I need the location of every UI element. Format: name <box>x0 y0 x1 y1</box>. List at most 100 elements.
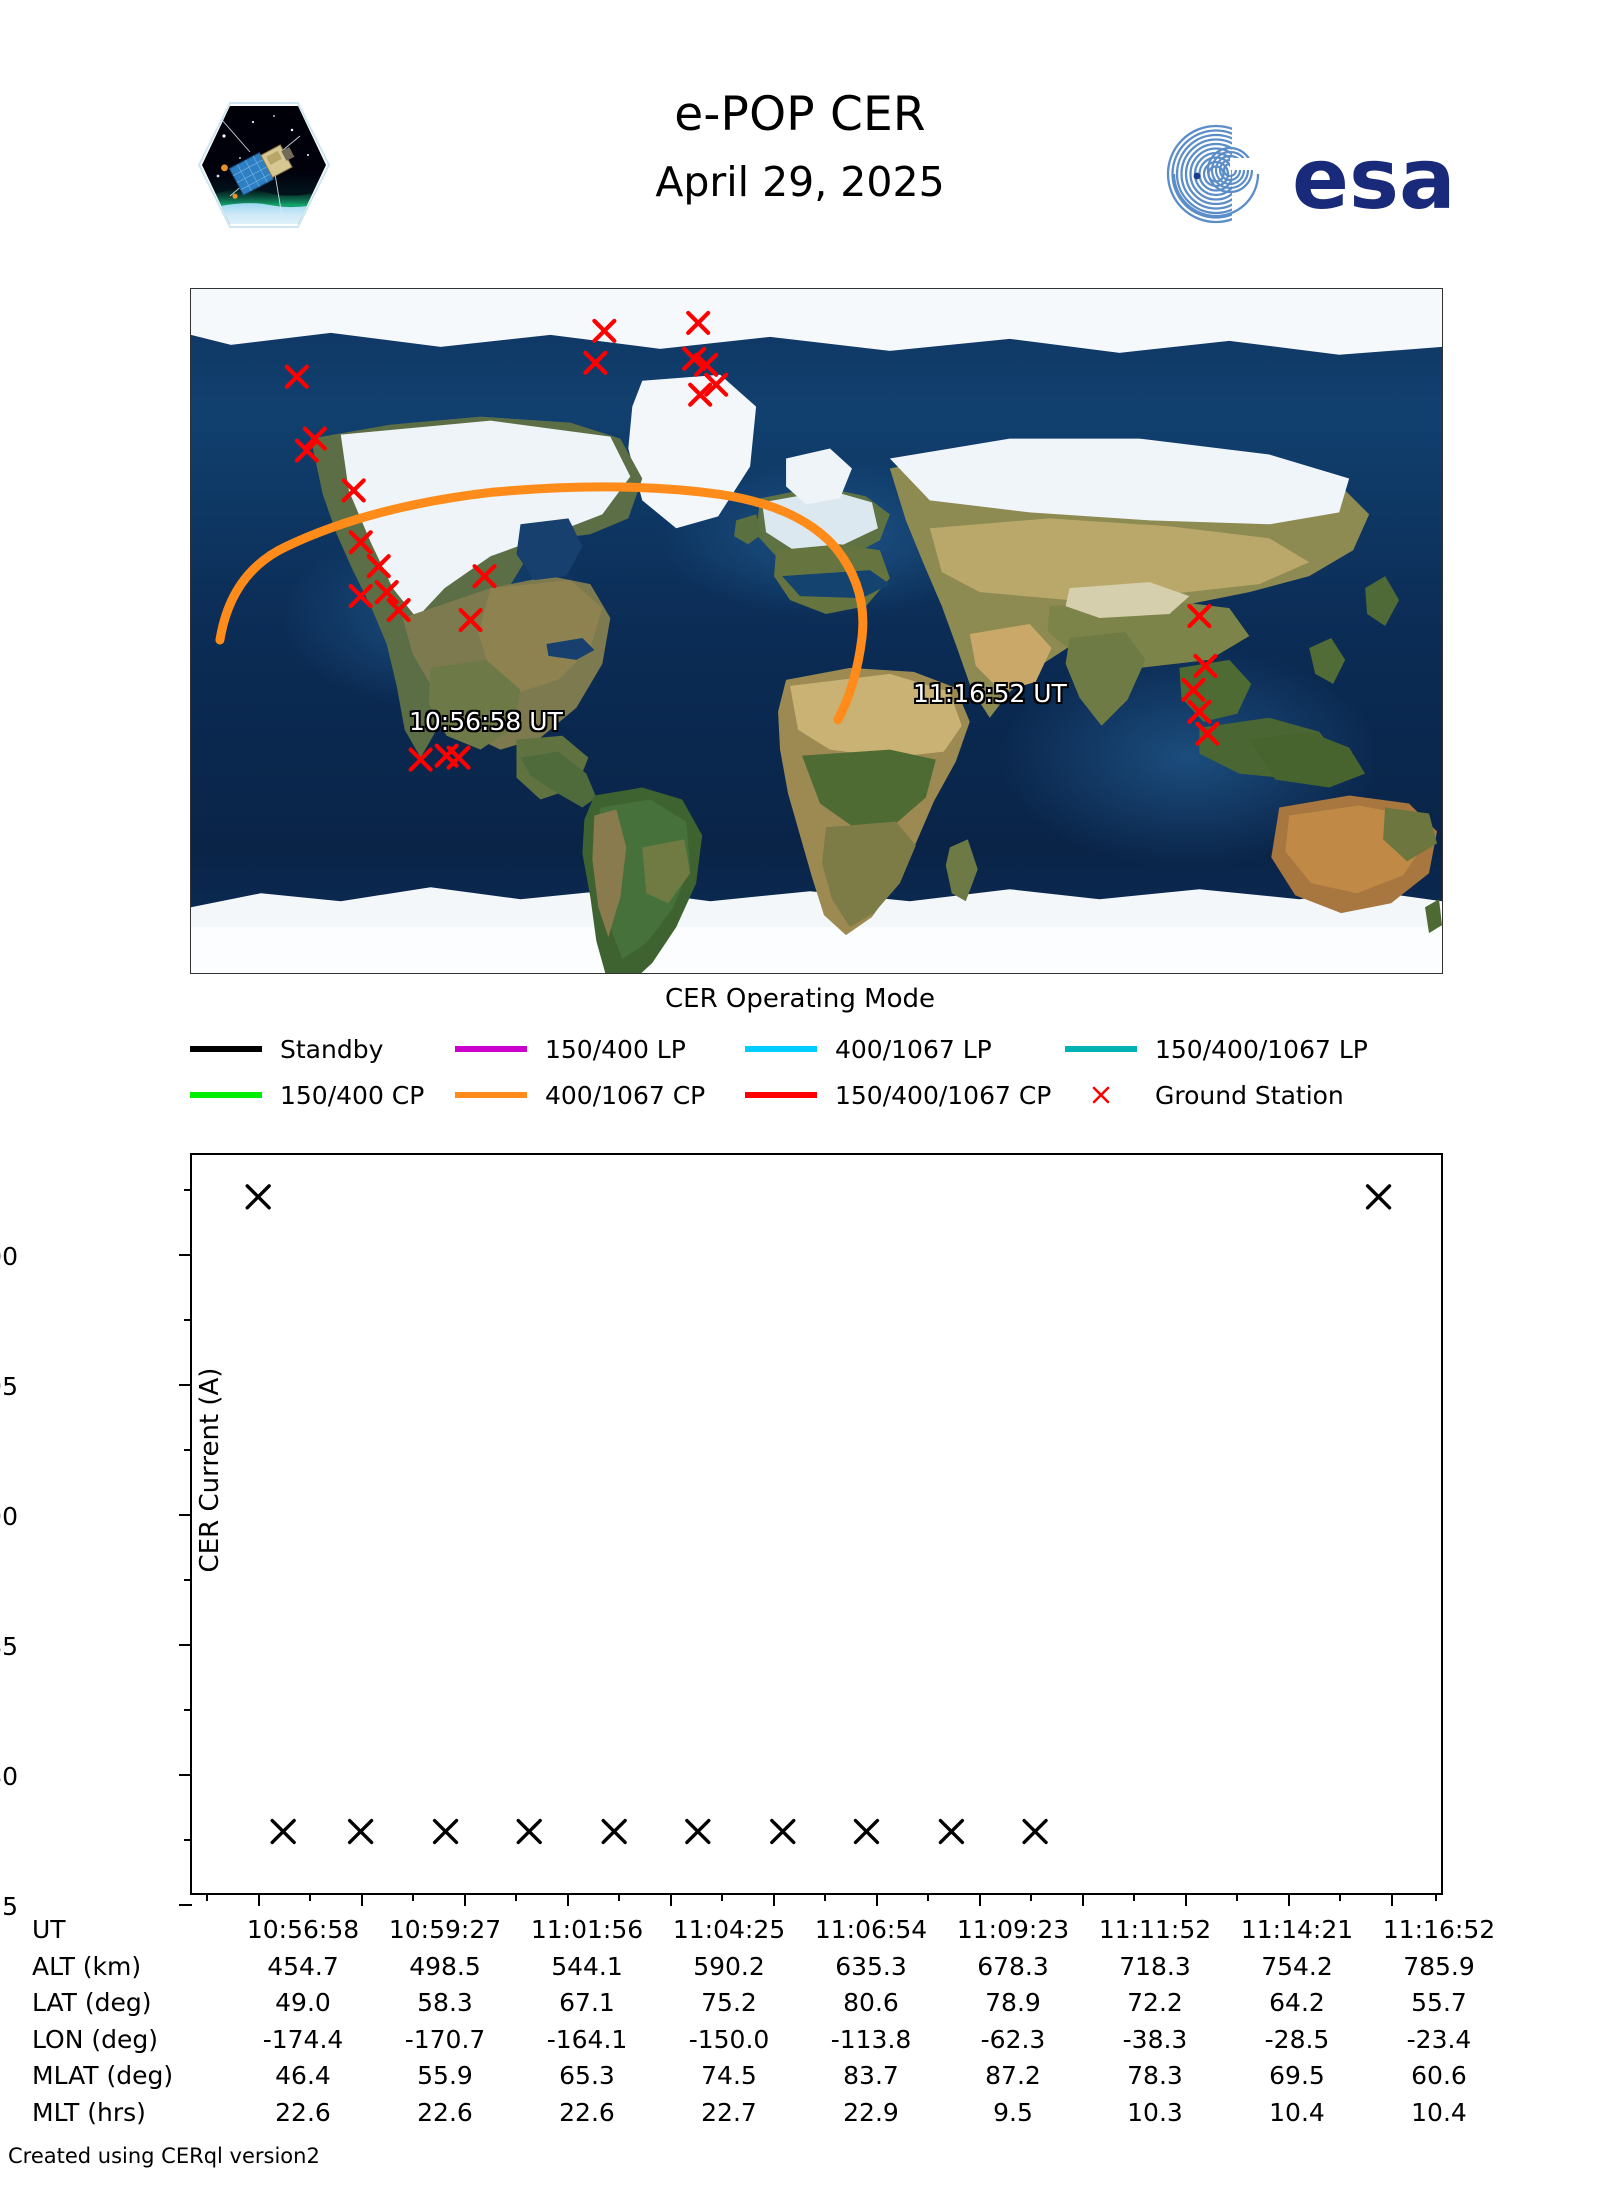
x-tick-major <box>1185 1893 1187 1906</box>
table-cell: 11:04:25 <box>672 1915 786 1944</box>
legend-swatch-400-1067-cp <box>455 1092 527 1098</box>
data-point-marker <box>1022 1818 1048 1845</box>
table-row: ALT (km) 454.7 498.5 544.1 590.2 635.3 678.3 71… <box>30 1949 1510 1986</box>
y-tick-major <box>179 1254 192 1256</box>
table-row-label: MLAT (deg) <box>32 2061 174 2090</box>
operating-mode-legend: Standby 150/400 LP 400/1067 LP 150/400/1… <box>190 1026 1450 1118</box>
x-tick-minor <box>206 1893 208 1901</box>
table-cell: 67.1 <box>559 1988 615 2017</box>
table-cell: 46.4 <box>275 2061 331 2090</box>
x-tick-major <box>979 1893 981 1906</box>
table-cell: 10:56:58 <box>246 1915 360 1944</box>
x-tick-major <box>1288 1893 1290 1906</box>
table-cell: -170.7 <box>404 2024 486 2054</box>
esa-wordmark: esa <box>1292 130 1456 228</box>
table-cell: -23.4 <box>1406 2024 1472 2054</box>
legend-item-150-400-1067-cp: 150/400/1067 CP <box>745 1072 1065 1118</box>
y-tick-label-0480: 0.480 <box>0 1762 18 1791</box>
esa-logo: esa <box>1160 118 1470 230</box>
legend-item-150-400-cp: 150/400 CP <box>190 1072 455 1118</box>
table-cell: 64.2 <box>1269 1988 1325 2017</box>
title-block: e-POP CER April 29, 2025 <box>420 90 1180 204</box>
page-header: e-POP CER April 29, 2025 <box>0 0 1600 275</box>
x-tick-minor <box>1339 1893 1341 1901</box>
table-cell: -113.8 <box>830 2024 912 2054</box>
table-cell: 10.4 <box>1411 2097 1467 2127</box>
x-tick-minor <box>515 1893 517 1901</box>
data-point-marker <box>432 1818 459 1845</box>
table-cell: 87.2 <box>985 2061 1041 2090</box>
x-tick-minor <box>1133 1893 1135 1901</box>
legend-swatch-150-400-1067-lp <box>1065 1046 1137 1052</box>
table-row-label: MLT (hrs) <box>32 2097 146 2127</box>
legend-row-2: 150/400 CP 400/1067 CP 150/400/1067 CP G… <box>190 1072 1450 1118</box>
plot-data-markers <box>245 1184 1392 1845</box>
y-tick-minor <box>184 1319 192 1321</box>
legend-swatch-150-400-cp <box>190 1092 262 1098</box>
x-tick-minor <box>1030 1893 1032 1901</box>
x-tick-major <box>567 1893 569 1906</box>
x-tick-minor <box>618 1893 620 1901</box>
table-cell: 80.6 <box>843 1988 899 2017</box>
table-cell: 11:11:52 <box>1098 1915 1212 1944</box>
table-cell: -174.4 <box>262 2024 344 2054</box>
cassiope-mission-logo <box>196 100 332 230</box>
table-cell: 22.6 <box>417 2097 473 2127</box>
table-cell: 498.5 <box>409 1951 481 1981</box>
table-cell: -38.3 <box>1122 2024 1188 2054</box>
table-cell: 544.1 <box>551 1951 623 1981</box>
x-tick-major <box>258 1893 260 1906</box>
data-point-marker <box>853 1818 880 1845</box>
table-cell: 60.6 <box>1411 2061 1467 2090</box>
table-cell: 11:09:23 <box>956 1915 1070 1944</box>
data-point-marker <box>685 1818 711 1845</box>
legend-label-150-400-1067-lp: 150/400/1067 LP <box>1155 1034 1368 1064</box>
table-cell: 55.7 <box>1411 1988 1467 2017</box>
table-cell: 718.3 <box>1119 1951 1191 1981</box>
legend-item-400-1067-cp: 400/1067 CP <box>455 1072 745 1118</box>
table-row-label: LAT (deg) <box>32 1988 152 2017</box>
table-cell: 22.6 <box>275 2097 331 2127</box>
table-cell: 65.3 <box>559 2061 615 2090</box>
x-tick-major <box>1391 1893 1393 1906</box>
x-tick-minor <box>824 1893 826 1901</box>
data-point-marker <box>601 1818 627 1845</box>
world-map <box>191 289 1442 973</box>
scatter-series <box>245 1184 1392 1845</box>
data-point-marker <box>516 1818 542 1845</box>
map-end-time-label: 11:16:52 UT <box>913 679 1067 708</box>
x-tick-minor <box>412 1893 414 1901</box>
data-point-marker <box>347 1818 374 1845</box>
ephemeris-table: UT 10:56:58 10:59:27 11:01:56 11:04:25 11:06:… <box>30 1912 1510 2131</box>
ground-station-markers <box>284 310 1220 772</box>
x-tick-major <box>773 1893 775 1906</box>
y-tick-minor <box>184 1189 192 1191</box>
cer-current-plot: CER Current (A) 0.500 0.495 0.490 0.485 … <box>0 1153 1443 1921</box>
table-cell: 11:14:21 <box>1240 1915 1354 1944</box>
legend-item-150-400-1067-lp: 150/400/1067 LP <box>1065 1026 1368 1072</box>
y-tick-label-0500: 0.500 <box>0 1242 18 1271</box>
data-point-marker <box>245 1184 271 1210</box>
y-tick-major <box>179 1384 192 1386</box>
table-row-label: UT <box>32 1915 66 1944</box>
x-tick-major <box>464 1893 466 1906</box>
page-subtitle-date: April 29, 2025 <box>655 158 945 207</box>
legend-swatch-400-1067-lp <box>745 1046 817 1052</box>
legend-item-150-400-lp: 150/400 LP <box>455 1026 745 1072</box>
map-start-time-label: 10:56:58 UT <box>409 707 563 736</box>
y-axis-label: CER Current (A) <box>195 1367 225 1573</box>
legend-swatch-150-400-1067-cp <box>745 1092 817 1098</box>
table-cell: -164.1 <box>546 2024 628 2054</box>
data-point-marker <box>770 1818 796 1845</box>
x-tick-minor <box>927 1893 929 1901</box>
table-cell: 11:01:56 <box>530 1915 644 1944</box>
x-tick-major <box>876 1893 878 1906</box>
legend-label-standby: Standby <box>280 1034 384 1064</box>
table-cell: 590.2 <box>693 1951 765 1981</box>
x-tick-major <box>1082 1893 1084 1906</box>
x-tick-minor <box>1236 1893 1238 1901</box>
table-row-label: LON (deg) <box>32 2024 158 2054</box>
y-tick-minor <box>184 1579 192 1581</box>
footer-credit: Created using CERql version2 <box>8 2144 320 2168</box>
y-tick-label-0495: 0.495 <box>0 1372 18 1401</box>
